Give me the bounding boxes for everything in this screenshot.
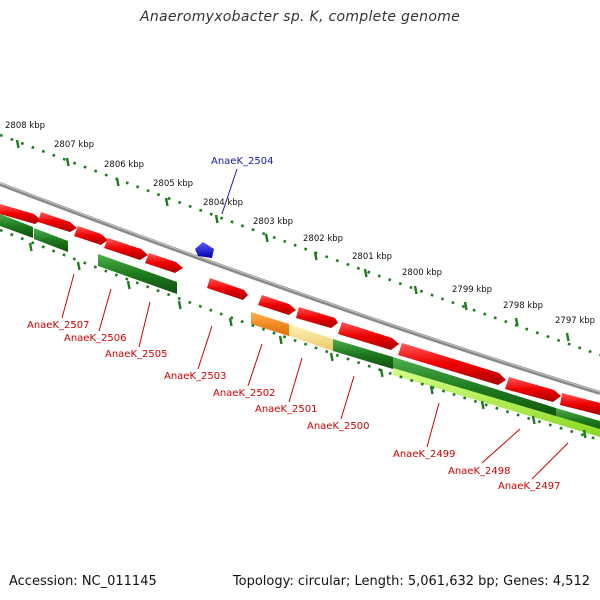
gene-anaek-2505-forward[interactable] [104,238,148,260]
reverse-strand-genes [0,214,600,437]
kbp-label: 2806 kbp [104,160,144,170]
gene-reverse-2[interactable] [34,228,68,252]
gene-anaek-2504-highlight[interactable] [195,242,214,258]
gene-labels: AnaeK_2504 AnaeK_2507 AnaeK_2506 AnaeK_2… [27,156,560,492]
outer-scale-major-tick [65,157,70,167]
inner-scale [0,228,600,442]
inner-scale-major-tick [429,385,434,395]
label-anaek-2500[interactable]: AnaeK_2500 [307,421,369,432]
inner-scale-major-tick [329,352,334,362]
label-anaek-2502[interactable]: AnaeK_2502 [213,388,275,399]
connector-anaek-2505 [138,301,151,348]
outer-scale-major-tick [463,301,468,311]
outer-scale-major-tick [363,268,368,278]
gene-orange[interactable] [251,312,289,336]
genome-backbone-highlight [0,182,600,393]
outer-scale-major-tick [264,233,269,243]
label-anaek-2503[interactable]: AnaeK_2503 [164,371,226,382]
gene-reverse-4[interactable] [333,339,393,369]
gene-anaek-2500-forward[interactable] [338,322,399,350]
inner-scale-major-tick [480,400,485,410]
label-anaek-2506[interactable]: AnaeK_2506 [64,333,126,344]
inner-scale-major-tick [126,280,131,290]
gene-anaek-2507-forward[interactable] [38,212,77,232]
inner-scale-major-tick [177,300,182,310]
outer-scale: 2808 kbp 2807 kbp 2806 kbp 2805 kbp 2804 kbp… [0,121,600,357]
gene-lime[interactable] [393,368,600,437]
label-anaek-2504[interactable]: AnaeK_2504 [211,156,273,167]
inner-scale-dots [0,228,600,442]
gene-anaek-2503-forward[interactable] [207,278,248,300]
gene-reverse-1[interactable] [0,214,33,238]
kbp-label: 2799 kbp [452,285,492,295]
inner-scale-major-tick [278,335,283,345]
gene-anaek-2502-forward[interactable] [258,295,296,315]
kbp-label: 2797 kbp [555,316,595,326]
label-anaek-2498[interactable]: AnaeK_2498 [448,466,510,477]
connector-anaek-2507 [61,273,75,319]
label-anaek-2505[interactable]: AnaeK_2505 [105,349,167,360]
gene-anaek-2498-forward[interactable] [505,377,561,402]
connector-anaek-2506 [98,288,112,332]
connector-anaek-2503 [197,325,213,370]
label-connectors [61,168,569,480]
outer-scale-major-tick [514,317,519,327]
label-anaek-2507[interactable]: AnaeK_2507 [27,320,89,331]
gene-reverse-3[interactable] [98,254,177,294]
connector-anaek-2504 [221,168,238,215]
kbp-label: 2804 kbp [203,198,243,208]
map-title: Anaeromyxobacter sp. K, complete genome [139,9,461,25]
label-anaek-2499[interactable]: AnaeK_2499 [393,449,455,460]
outer-scale-major-tick [413,285,418,295]
inner-scale-major-tick [582,429,587,439]
kbp-label: 2800 kbp [402,268,442,278]
inner-scale-major-tick [379,368,384,378]
connector-anaek-2502 [247,343,263,387]
connector-anaek-2501 [288,357,303,403]
outer-scale-major-tick [565,332,570,342]
kbp-label: 2805 kbp [153,179,193,189]
inner-scale-major-tick [531,415,536,425]
outer-scale-dots [0,133,600,357]
connector-anaek-2498 [481,428,521,464]
genome-backbone [0,182,600,395]
gene-anaek-2504b-forward[interactable] [145,253,183,273]
genome-summary: Topology: circular; Length: 5,061,632 bp… [232,574,590,589]
gene-pale[interactable] [289,324,333,351]
kbp-label: 2808 kbp [5,121,45,131]
kbp-label: 2807 kbp [54,140,94,150]
inner-scale-major-tick [228,317,233,327]
outer-scale-major-tick [313,251,318,261]
gene-anaek-2501-forward[interactable] [296,307,338,328]
inner-scale-major-tick [76,261,81,271]
label-anaek-2497[interactable]: AnaeK_2497 [498,481,560,492]
label-anaek-2501[interactable]: AnaeK_2501 [255,404,317,415]
outer-scale-major-tick [214,214,219,224]
connector-anaek-2497 [531,442,569,480]
gene-anaek-2508-forward[interactable] [0,204,41,224]
accession-label: Accession: NC_011145 [9,574,157,589]
outer-scale-major-tick [15,139,20,149]
gene-anaek-2497-forward[interactable] [560,393,600,415]
gene-anaek-2506-forward[interactable] [74,226,108,245]
connector-anaek-2499 [426,402,440,448]
outer-scale-major-tick [115,177,120,187]
forward-strand-genes [0,204,600,415]
connector-anaek-2500 [340,375,355,420]
kbp-label: 2803 kbp [253,217,293,227]
kbp-label: 2798 kbp [503,301,543,311]
kbp-label: 2802 kbp [303,234,343,244]
kbp-label: 2801 kbp [352,252,392,262]
inner-scale-major-tick [28,242,33,252]
gene-anaek-2499-forward[interactable] [398,343,506,385]
outer-scale-major-tick [164,197,169,207]
